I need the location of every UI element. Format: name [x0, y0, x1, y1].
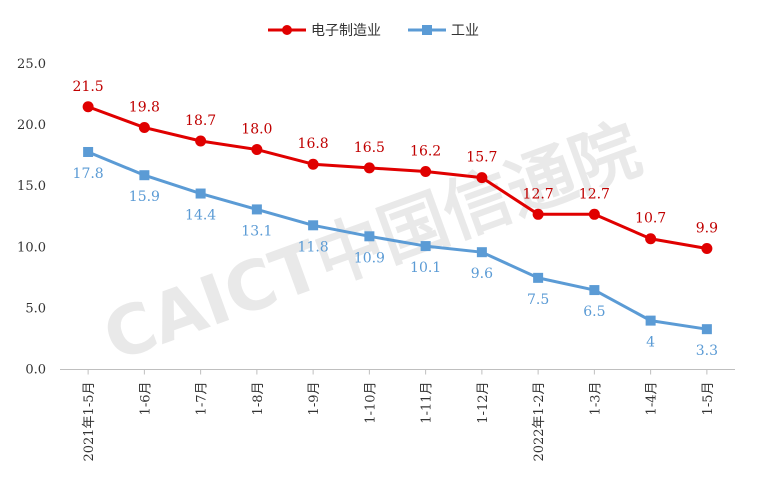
series-electronics: 21.5 19.8 18.7 18.0 16.8 16.5 16.2 15.7 12.7 12.7…: [73, 79, 718, 255]
x-tick-label: 2021年1-5月: [82, 382, 97, 462]
data-label: 21.5: [73, 79, 104, 95]
data-label: 12.7: [523, 186, 554, 202]
data-point: [307, 158, 319, 170]
data-point: [701, 243, 713, 255]
x-tick-label: 1-7月: [195, 382, 210, 416]
data-point: [588, 208, 600, 220]
x-tick-label: 1-3月: [588, 382, 603, 416]
data-label: 9.9: [696, 221, 718, 237]
data-point: [420, 166, 432, 178]
data-label: 17.8: [73, 166, 104, 182]
data-label: 10.7: [635, 211, 666, 227]
data-point: [589, 285, 600, 296]
data-label: 15.7: [466, 150, 497, 166]
legend-item-industry: 工业: [408, 23, 479, 39]
data-label: 12.7: [579, 186, 610, 202]
data-label: 3.3: [696, 343, 718, 359]
data-label: 16.8: [298, 136, 329, 152]
data-label: 14.4: [185, 208, 216, 224]
data-label: 6.5: [583, 304, 605, 320]
data-label: 13.1: [241, 223, 272, 239]
series-line: [87, 105, 708, 250]
data-label: 7.5: [527, 292, 549, 308]
data-label: 11.8: [298, 239, 329, 255]
y-tick-label: 10.0: [17, 240, 46, 255]
data-label: 15.9: [129, 189, 160, 205]
series-layer: 21.5 19.8 18.7 18.0 16.8 16.5 16.2 15.7 12.7 12.7…: [73, 79, 718, 359]
x-axis: 2021年1-5月 1-6月 1-7月 1-8月 1-9月 1-10月 1-11月 1-12月…: [82, 369, 716, 462]
data-label: 19.8: [129, 100, 160, 116]
y-axis: 0.0 5.0 10.0 15.0 20.0 25.0: [17, 57, 46, 378]
x-tick-label: 2022年1-2月: [532, 382, 547, 462]
data-label: 18.0: [241, 122, 272, 138]
data-point: [645, 233, 657, 245]
data-point: [82, 101, 94, 113]
data-label: 16.2: [410, 144, 441, 160]
data-label: 10.9: [354, 250, 385, 266]
legend-marker-industry: [422, 25, 432, 35]
legend: 电子制造业 工业: [268, 23, 479, 39]
y-tick-label: 0.0: [25, 363, 46, 378]
y-tick-label: 5.0: [25, 301, 46, 316]
data-point: [139, 170, 150, 181]
legend-label-industry: 工业: [451, 23, 479, 39]
x-tick-label: 1-10月: [363, 382, 378, 424]
x-tick-label: 1-12月: [476, 382, 491, 424]
series-line: [87, 150, 708, 331]
data-point: [364, 231, 375, 242]
y-tick-label: 15.0: [17, 179, 46, 194]
data-point: [476, 172, 488, 184]
data-point: [701, 324, 712, 335]
series-industry: 17.8 15.9 14.4 13.1 11.8 10.9 10.1 9.6 7.5 6.5 4 3.…: [73, 146, 718, 359]
data-point: [308, 220, 319, 231]
data-label: 4: [646, 335, 655, 351]
y-tick-label: 25.0: [17, 57, 46, 72]
x-tick-label: 1-8月: [251, 382, 266, 416]
data-label: 16.5: [354, 140, 385, 156]
data-point: [645, 315, 656, 326]
legend-label-electronics: 电子制造业: [311, 23, 381, 39]
data-point: [195, 135, 207, 147]
data-point: [363, 162, 375, 174]
legend-marker-electronics: [282, 25, 292, 35]
data-point: [533, 272, 544, 283]
x-tick-label: 1-6月: [138, 382, 153, 416]
data-point: [83, 146, 94, 157]
data-point: [251, 204, 262, 215]
y-tick-label: 20.0: [17, 118, 46, 133]
x-tick-label: 1-9月: [307, 382, 322, 416]
data-point: [138, 122, 150, 134]
x-tick-label: 1-4月: [645, 382, 660, 416]
data-label: 10.1: [410, 260, 441, 276]
data-label: 9.6: [471, 266, 493, 282]
data-point: [532, 208, 544, 220]
x-tick-label: 1-5月: [701, 382, 716, 416]
data-point: [476, 247, 487, 258]
data-point: [420, 241, 431, 252]
legend-item-electronics: 电子制造业: [268, 23, 381, 39]
data-label: 18.7: [185, 113, 216, 129]
x-tick-label: 1-11月: [420, 382, 435, 424]
data-point: [251, 144, 263, 156]
data-point: [195, 188, 206, 199]
